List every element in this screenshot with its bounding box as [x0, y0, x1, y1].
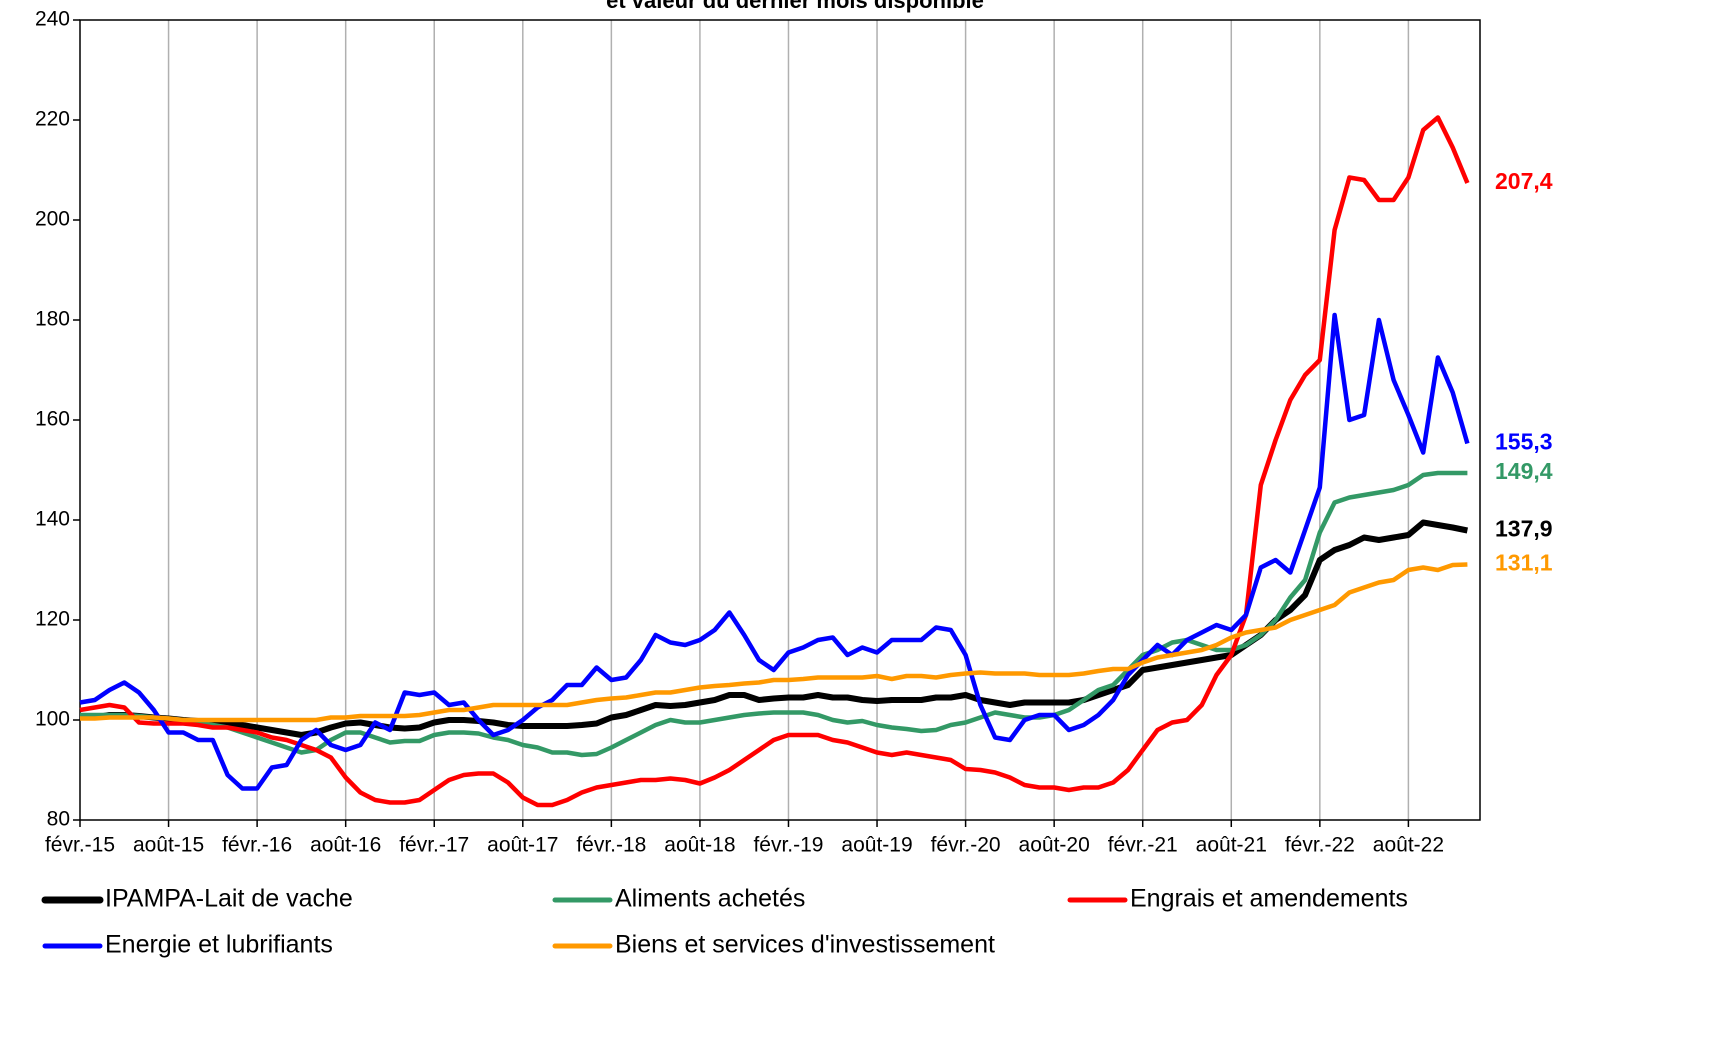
y-tick-label: 140 [35, 508, 70, 531]
end-value-label: 137,9 [1495, 516, 1553, 542]
legend-label: IPAMPA-Lait de vache [105, 885, 353, 913]
chart-title: et valeur du dernier mois disponible [606, 0, 984, 13]
end-value-label: 149,4 [1495, 458, 1553, 484]
legend-label: Biens et services d'investissement [615, 931, 995, 959]
x-tick-label: août-19 [841, 834, 912, 857]
end-value-label: 207,4 [1495, 168, 1553, 194]
y-tick-label: 160 [35, 408, 70, 431]
y-tick-label: 80 [47, 808, 70, 831]
y-tick-label: 120 [35, 608, 70, 631]
x-tick-label: août-16 [310, 834, 381, 857]
x-tick-label: févr.-21 [1108, 834, 1178, 857]
y-tick-label: 100 [35, 708, 70, 731]
x-tick-label: févr.-17 [399, 834, 469, 857]
series-line [80, 470, 1468, 758]
x-tick-label: août-17 [487, 834, 558, 857]
plot-frame [79, 19, 1481, 821]
series-line [80, 562, 1468, 723]
x-tick-label: août-20 [1019, 834, 1090, 857]
series-line [79, 312, 1470, 791]
y-tick-label: 240 [35, 8, 70, 31]
x-tick-label: févr.-19 [753, 834, 823, 857]
end-value-label: 131,1 [1495, 550, 1553, 576]
x-tick-label: août-18 [664, 834, 735, 857]
x-tick-label: août-21 [1196, 834, 1267, 857]
legend-label: Engrais et amendements [1130, 885, 1408, 913]
x-tick-label: févr.-22 [1285, 834, 1355, 857]
x-tick-label: août-15 [133, 834, 204, 857]
end-value-label: 155,3 [1495, 429, 1553, 455]
legend-label: Energie et lubrifiants [105, 931, 333, 959]
x-tick-label: févr.-20 [931, 834, 1001, 857]
y-tick-label: 200 [35, 208, 70, 231]
series-line [79, 115, 1470, 808]
x-tick-label: févr.-16 [222, 834, 292, 857]
x-tick-label: févr.-15 [45, 834, 115, 857]
legend-label: Aliments achetés [615, 885, 805, 913]
y-tick-label: 180 [35, 308, 70, 331]
x-tick-label: févr.-18 [576, 834, 646, 857]
x-tick-label: août-22 [1373, 834, 1444, 857]
y-tick-label: 220 [35, 108, 70, 131]
